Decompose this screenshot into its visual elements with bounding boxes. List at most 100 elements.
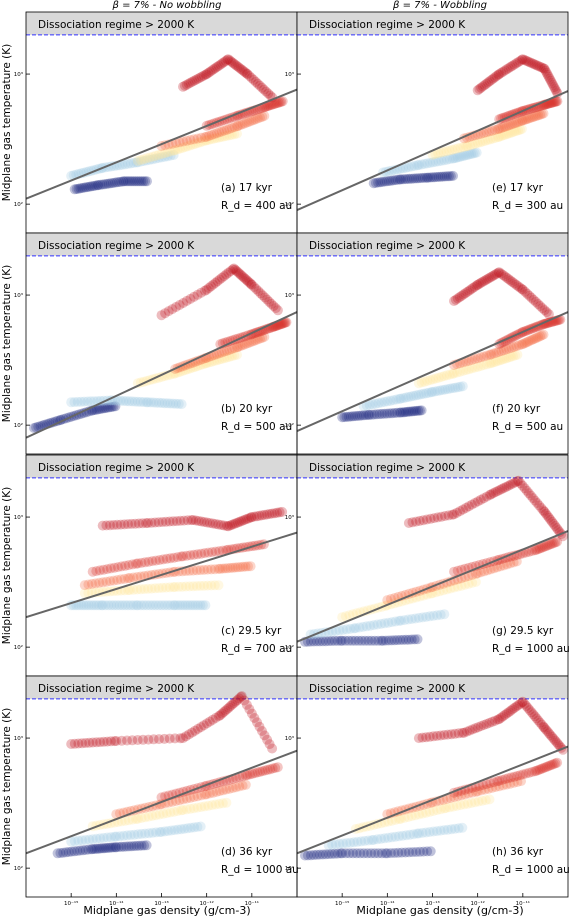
- data-point: [84, 181, 95, 192]
- data-point: [227, 783, 238, 793]
- data-point: [439, 171, 450, 182]
- x-tick-label: 10⁻¹³: [425, 900, 439, 907]
- regime-label: Dissociation regime > 2000 K: [309, 462, 466, 474]
- data-point: [150, 810, 161, 821]
- data-point: [450, 823, 460, 834]
- data-point: [376, 618, 387, 629]
- data-point: [361, 410, 372, 421]
- data-point: [388, 395, 399, 406]
- data-point: [190, 600, 201, 611]
- data-point: [136, 176, 147, 187]
- data-point: [513, 125, 524, 136]
- data-point: [358, 410, 369, 421]
- data-point: [385, 395, 396, 406]
- y-axis-label: Midplane gas temperature (K): [1, 487, 13, 644]
- data-point: [217, 798, 228, 809]
- data-point: [548, 518, 559, 529]
- data-point: [548, 80, 559, 90]
- data-point: [141, 518, 152, 529]
- data-point: [505, 558, 516, 569]
- data-point: [521, 485, 532, 496]
- data-point: [209, 129, 220, 140]
- data-point: [185, 792, 196, 803]
- data-point: [499, 271, 510, 282]
- data-point: [224, 55, 235, 66]
- data-point: [253, 286, 264, 297]
- data-point: [115, 519, 126, 530]
- data-point: [356, 635, 367, 646]
- y-tick-label: 10²: [285, 422, 294, 429]
- data-point: [366, 835, 377, 846]
- data-point: [529, 545, 540, 556]
- data-point: [157, 582, 168, 593]
- data-point: [428, 157, 438, 168]
- data-point: [238, 66, 249, 77]
- data-point: [132, 600, 143, 611]
- data-point: [419, 376, 430, 387]
- data-point: [467, 569, 478, 580]
- data-point: [97, 520, 108, 531]
- data-point: [452, 565, 463, 576]
- data-point: [447, 383, 458, 394]
- data-point: [442, 793, 452, 804]
- data-point: [311, 849, 322, 860]
- data-point: [470, 723, 481, 734]
- data-point: [176, 399, 187, 410]
- data-point: [159, 151, 170, 162]
- x-tick-label: 10⁻¹⁴: [380, 900, 395, 907]
- data-point: [326, 848, 337, 859]
- data-point: [445, 793, 456, 803]
- data-point: [498, 560, 509, 571]
- data-point: [213, 563, 224, 574]
- data-point: [219, 271, 230, 282]
- data-point: [257, 82, 267, 93]
- data-point: [154, 827, 165, 838]
- data-point: [538, 542, 549, 553]
- data-point: [373, 635, 384, 646]
- data-point: [478, 780, 488, 790]
- data-point: [130, 396, 140, 407]
- data-point: [472, 85, 483, 96]
- data-point: [237, 771, 248, 782]
- data-point: [188, 581, 199, 592]
- data-point: [250, 768, 260, 779]
- data-point: [147, 810, 158, 821]
- data-point: [432, 805, 443, 816]
- data-point: [236, 516, 247, 527]
- fit-line: [26, 749, 297, 855]
- data-point: [531, 60, 542, 71]
- data-point: [229, 129, 240, 140]
- data-point: [95, 843, 106, 854]
- data-point: [461, 502, 471, 513]
- data-point: [150, 600, 161, 611]
- column-title-right: β = 7% - Wobbling: [392, 0, 487, 11]
- data-point: [138, 600, 149, 611]
- data-point: [369, 848, 380, 859]
- data-point: [267, 99, 278, 110]
- data-point: [117, 159, 128, 170]
- data-point: [103, 178, 114, 189]
- data-point: [145, 397, 156, 408]
- data-point: [262, 294, 273, 305]
- data-point: [521, 768, 531, 779]
- data-point: [100, 600, 111, 611]
- data-point: [112, 575, 123, 585]
- data-point: [434, 586, 445, 597]
- data-point: [300, 850, 310, 861]
- data-point: [95, 833, 106, 844]
- data-point: [224, 783, 235, 794]
- data-point: [488, 488, 499, 499]
- regime-label: Dissociation regime > 2000 K: [309, 240, 466, 252]
- data-point: [474, 84, 485, 94]
- data-point: [402, 406, 413, 417]
- data-point: [164, 582, 175, 593]
- data-point: [430, 386, 440, 397]
- data-point: [424, 731, 435, 742]
- data-point: [138, 734, 148, 745]
- data-point: [244, 337, 255, 348]
- data-point: [429, 172, 440, 183]
- data-point: [132, 572, 143, 582]
- data-point: [201, 131, 212, 142]
- data-point: [542, 726, 553, 737]
- data-point: [248, 336, 259, 347]
